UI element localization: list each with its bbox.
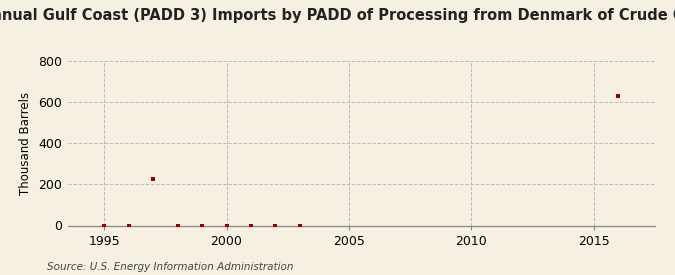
Point <box>124 223 134 228</box>
Point <box>148 177 159 181</box>
Point <box>613 94 624 98</box>
Point <box>270 223 281 228</box>
Text: Annual Gulf Coast (PADD 3) Imports by PADD of Processing from Denmark of Crude O: Annual Gulf Coast (PADD 3) Imports by PA… <box>0 8 675 23</box>
Point <box>246 223 256 228</box>
Point <box>221 223 232 228</box>
Point <box>294 223 305 228</box>
Text: Source: U.S. Energy Information Administration: Source: U.S. Energy Information Administ… <box>47 262 294 272</box>
Point <box>172 223 183 228</box>
Y-axis label: Thousand Barrels: Thousand Barrels <box>20 91 32 195</box>
Point <box>196 223 207 228</box>
Point <box>99 223 109 228</box>
